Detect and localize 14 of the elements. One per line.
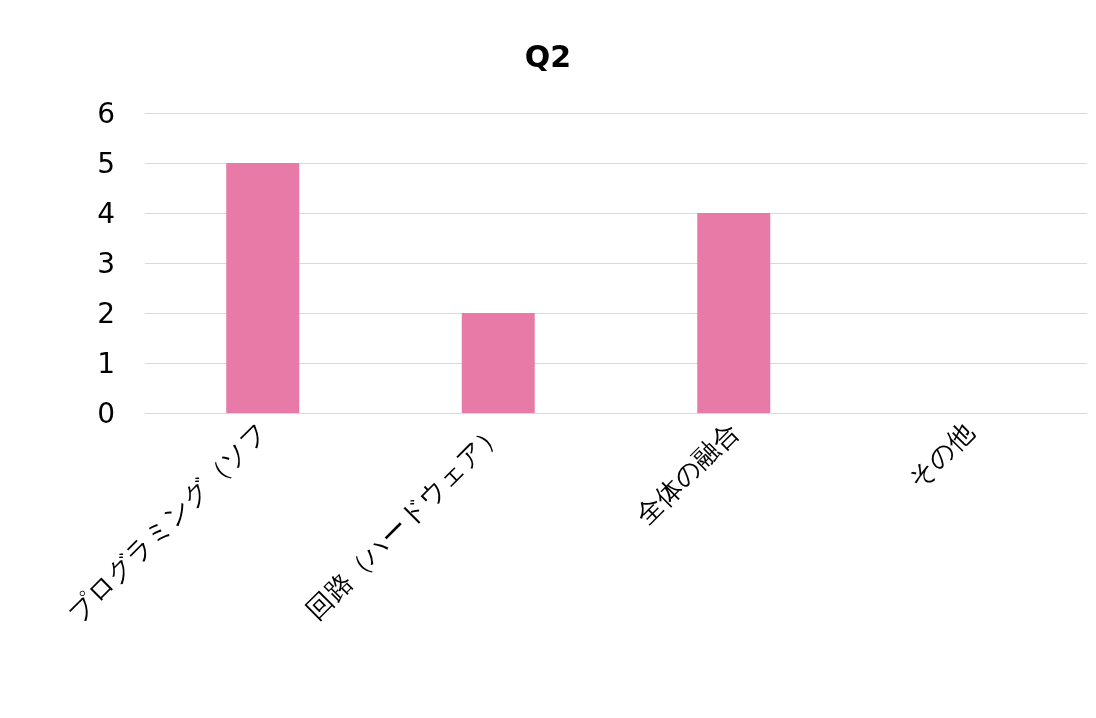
chart-title: Q2 (524, 38, 572, 74)
y-tick-label: 5 (97, 146, 115, 180)
x-tick-label: その他 (902, 416, 980, 495)
y-tick-label: 0 (97, 396, 115, 430)
y-tick-label: 3 (97, 246, 115, 280)
bar (461, 313, 535, 413)
x-tick-label: 回路（ハードウェア） (300, 416, 509, 625)
y-tick-label: 1 (97, 346, 115, 380)
y-tick-label: 2 (97, 296, 115, 330)
y-tick-label: 4 (97, 196, 115, 230)
bar (697, 213, 771, 413)
y-tick-label: 6 (97, 96, 115, 130)
x-tick-label: 全体の融合 (630, 416, 745, 531)
bar (226, 163, 300, 413)
